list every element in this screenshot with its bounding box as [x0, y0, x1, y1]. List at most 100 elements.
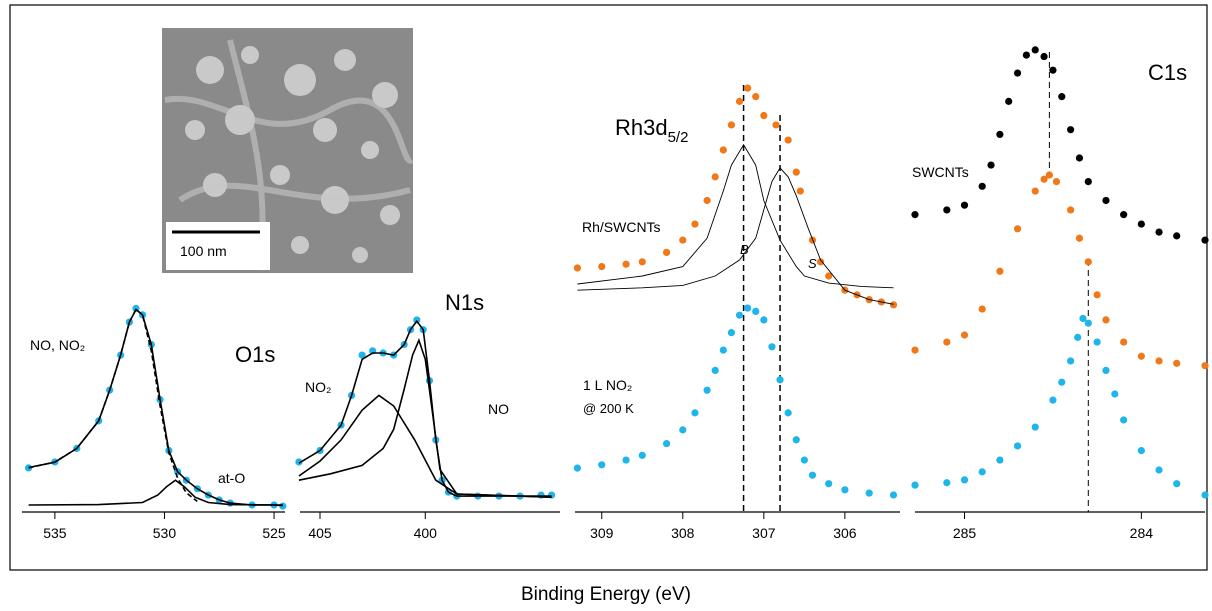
- sem-inset: 100 nm: [162, 28, 413, 273]
- data-point: [1085, 320, 1092, 327]
- data-point: [979, 468, 986, 475]
- data-point: [1046, 171, 1053, 178]
- data-point: [1173, 480, 1180, 487]
- data-point: [1023, 52, 1030, 59]
- data-point: [736, 98, 743, 105]
- data-point: [1094, 338, 1101, 345]
- data-point: [1201, 362, 1208, 369]
- x-tick-label: 307: [752, 525, 776, 541]
- data-point: [720, 146, 727, 153]
- data-point: [1120, 416, 1127, 423]
- annotation: at-O: [218, 470, 245, 486]
- data-point: [1053, 178, 1060, 185]
- x-tick-label: 535: [43, 525, 67, 541]
- annotation: @ 200 K: [583, 401, 634, 416]
- fit-curve: [299, 395, 552, 497]
- data-point: [639, 452, 646, 459]
- data-point: [752, 308, 759, 315]
- data-point: [1067, 357, 1074, 364]
- data-point: [1049, 67, 1056, 74]
- data-point: [760, 316, 767, 323]
- data-point: [911, 347, 918, 354]
- annotation: NO, NO₂: [30, 337, 85, 353]
- x-tick-label: 309: [590, 525, 614, 541]
- data-point: [1094, 291, 1101, 298]
- data-point: [1155, 357, 1162, 364]
- data-point: [622, 261, 629, 268]
- panel-title-text: N1s: [445, 290, 484, 315]
- data-point: [809, 472, 816, 479]
- data-point: [996, 268, 1003, 275]
- fit-curve: [299, 340, 552, 497]
- data-point: [1032, 46, 1039, 53]
- annotation: Rh/SWCNTs: [582, 219, 661, 235]
- data-point: [663, 440, 670, 447]
- data-point: [704, 197, 711, 204]
- annotation: B: [740, 242, 749, 257]
- data-point: [744, 85, 751, 92]
- data-point: [1102, 316, 1109, 323]
- data-point: [866, 490, 873, 497]
- data-point: [1076, 154, 1083, 161]
- panel-title: N1s: [445, 290, 484, 315]
- x-tick-label: 306: [833, 525, 857, 541]
- data-point: [736, 312, 743, 319]
- data-point: [1049, 397, 1056, 404]
- data-point: [712, 367, 719, 374]
- data-point: [760, 112, 767, 119]
- data-point: [1138, 447, 1145, 454]
- data-point: [793, 436, 800, 443]
- data-point: [1120, 211, 1127, 218]
- fit-curve: [299, 321, 552, 496]
- data-point: [1067, 126, 1074, 133]
- data-point: [996, 456, 1003, 463]
- data-point: [1032, 423, 1039, 430]
- data-point: [1138, 220, 1145, 227]
- data-point: [574, 264, 581, 271]
- panel-title-text: C1s: [1148, 60, 1187, 85]
- x-tick-label: 284: [1130, 525, 1154, 541]
- data-point: [1040, 53, 1047, 60]
- panel-title-subscript: 5/2: [668, 129, 689, 146]
- panel-title-text: Rh3d: [615, 115, 668, 140]
- x-tick-label: 525: [262, 525, 286, 541]
- data-point: [768, 343, 775, 350]
- data-point: [1120, 338, 1127, 345]
- data-point: [785, 136, 792, 143]
- data-point: [691, 220, 698, 227]
- data-point: [825, 480, 832, 487]
- panel-title: C1s: [1148, 60, 1187, 85]
- x-tick-label: 530: [153, 525, 177, 541]
- data-point: [961, 202, 968, 209]
- data-point: [1014, 225, 1021, 232]
- x-axis-title: Binding Energy (eV): [521, 584, 691, 605]
- annotation: NO: [488, 401, 509, 417]
- data-point: [1074, 334, 1081, 341]
- annotation: NO₂: [305, 379, 331, 395]
- data-point: [776, 376, 783, 383]
- data-point: [622, 456, 629, 463]
- x-tick-label: 308: [671, 525, 695, 541]
- data-point: [943, 479, 950, 486]
- data-point: [1032, 187, 1039, 194]
- data-point: [679, 237, 686, 244]
- annotation: SWCNTs: [912, 164, 969, 180]
- data-point: [801, 456, 808, 463]
- data-point: [890, 301, 897, 308]
- data-point: [772, 121, 779, 128]
- data-point: [1155, 466, 1162, 473]
- data-point: [979, 183, 986, 190]
- data-point: [979, 305, 986, 312]
- scale-bar-label: 100 nm: [180, 243, 227, 259]
- data-point: [1201, 237, 1208, 244]
- data-point: [961, 476, 968, 483]
- data-point: [728, 121, 735, 128]
- data-point: [1173, 232, 1180, 239]
- x-tick-label: 285: [953, 525, 977, 541]
- data-point: [1102, 197, 1109, 204]
- data-point: [663, 249, 670, 256]
- data-point: [793, 169, 800, 176]
- data-point: [712, 173, 719, 180]
- data-point: [797, 187, 804, 194]
- annotation: 1 L NO₂: [583, 377, 632, 393]
